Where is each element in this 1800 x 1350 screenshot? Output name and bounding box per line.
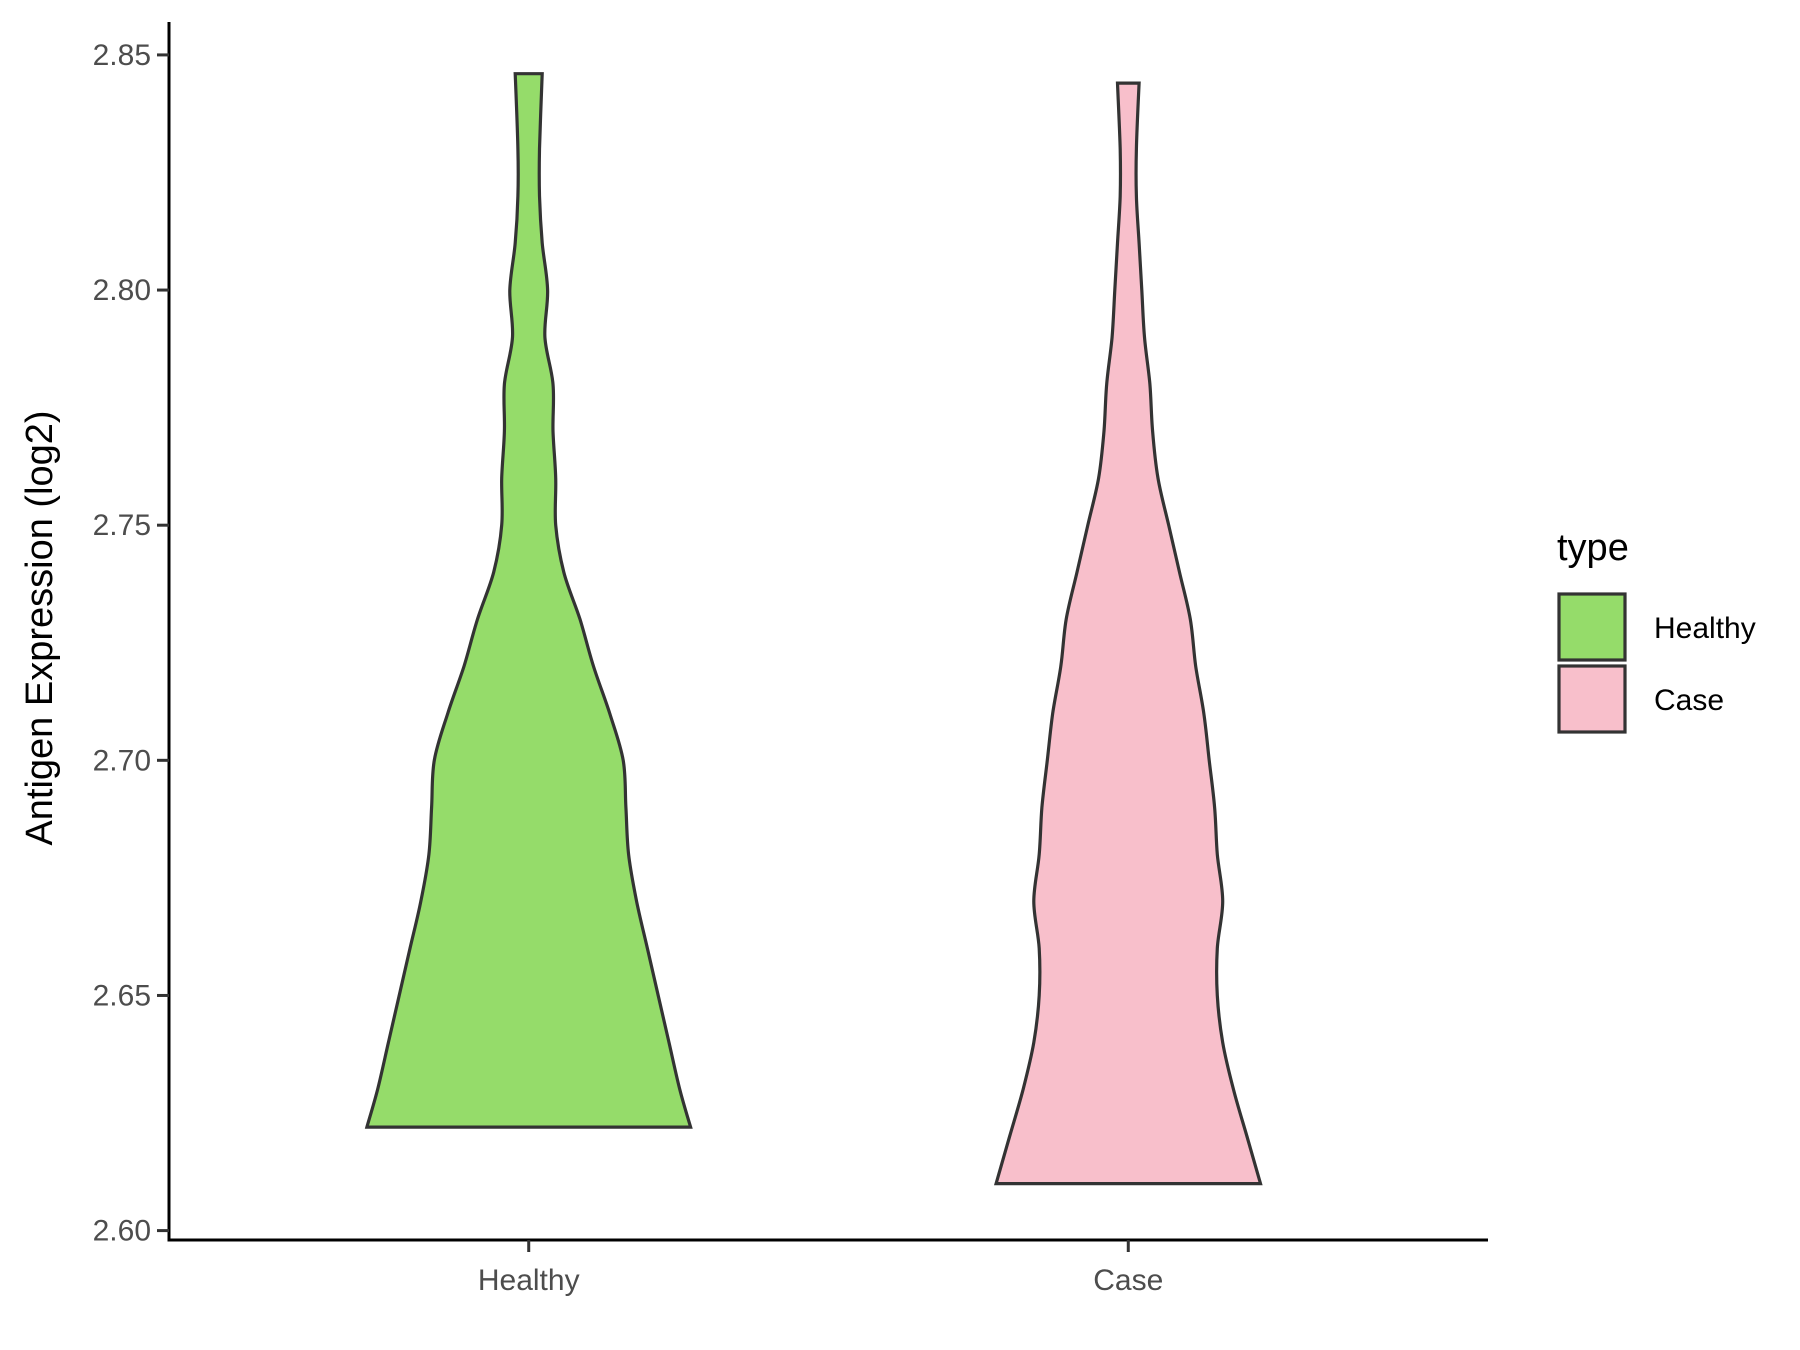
legend-entries: Healthy Case [1557, 592, 1756, 734]
legend-key-healthy [1557, 592, 1627, 662]
y-tick-label: 2.80 [93, 274, 151, 307]
y-tick-label: 2.65 [93, 979, 151, 1012]
y-axis-ticks: 2.60 2.65 2.70 2.75 2.80 2.85 [93, 39, 169, 1248]
legend-label-healthy: Healthy [1654, 612, 1756, 645]
y-axis-title: Antigen Expression (log2) [19, 410, 61, 845]
violin-group [364, 72, 1263, 1186]
x-tick-label: Case [1093, 1264, 1163, 1297]
y-tick-label: 2.60 [93, 1215, 151, 1248]
axes [167, 22, 1488, 1242]
legend-label-case: Case [1654, 684, 1724, 717]
violin-healthy [364, 72, 693, 1129]
x-axis-ticks: Healthy Case [478, 1240, 1163, 1297]
legend-key-case [1557, 664, 1627, 734]
x-tick-label: Healthy [478, 1264, 580, 1297]
legend: type Healthy Case [1557, 527, 1756, 734]
legend-title: type [1557, 527, 1629, 569]
y-tick-label: 2.75 [93, 509, 151, 542]
y-tick-label: 2.70 [93, 744, 151, 777]
violin-case [993, 81, 1263, 1186]
y-tick-label: 2.85 [93, 39, 151, 72]
